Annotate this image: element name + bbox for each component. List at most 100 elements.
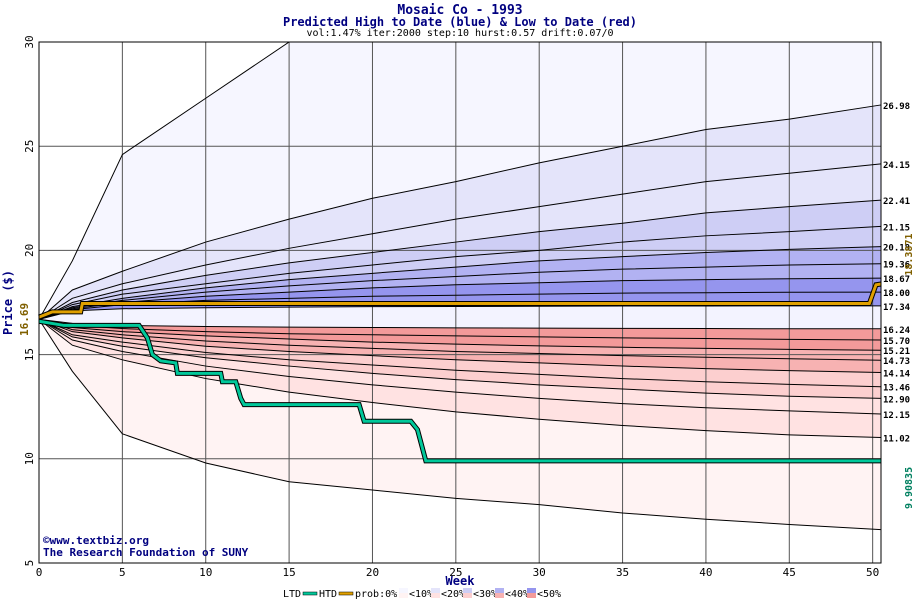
chart-title: Mosaic Co - 1993 xyxy=(397,3,523,18)
y-tick-label: 25 xyxy=(23,140,36,153)
low-quantile-line xyxy=(38,318,882,341)
high-quantile-label: 26.98 xyxy=(883,102,910,112)
high-band-2 xyxy=(39,200,881,320)
high-quantile-label: 18.67 xyxy=(883,275,910,285)
low-quantile-label: 15.70 xyxy=(883,337,910,347)
ltd-end-value: 9.90835 xyxy=(904,467,915,509)
legend-prob-item: <20% xyxy=(441,589,465,600)
htd-end-value: 18.3871 xyxy=(904,233,915,275)
low-quantile-line xyxy=(38,318,882,361)
low-quantile-label: 15.21 xyxy=(883,347,910,357)
y-tick-label: 20 xyxy=(23,244,36,257)
legend-prob-label: prob:0% xyxy=(355,589,397,600)
start-price-label: 16.69 xyxy=(18,303,31,336)
x-tick-label: 25 xyxy=(449,566,462,579)
credit-org: The Research Foundation of SUNY xyxy=(43,546,249,559)
high-quantile-label: 18.00 xyxy=(883,289,910,299)
high-quantile-label: 17.34 xyxy=(883,303,911,313)
low-quantile-label: 11.02 xyxy=(883,435,910,445)
low-quantile-line xyxy=(38,318,882,439)
legend-prob-item: <10% xyxy=(409,589,433,600)
low-quantile-label: 12.90 xyxy=(883,395,910,405)
y-tick-label: 15 xyxy=(23,348,36,361)
high-quantile-label: 20.18 xyxy=(883,244,910,254)
low-quantile-line xyxy=(38,318,882,374)
low-band-4 xyxy=(39,319,881,387)
low-band-outer xyxy=(39,319,881,530)
x-tick-label: 45 xyxy=(783,566,796,579)
chart-params: vol:1.47% iter:2000 step:10 hurst:0.57 d… xyxy=(306,28,614,39)
high-quantile-label: 19.36 xyxy=(883,261,910,271)
x-tick-label: 50 xyxy=(866,566,879,579)
high-band-0 xyxy=(39,104,881,320)
x-tick-label: 30 xyxy=(533,566,546,579)
y-tick-label: 30 xyxy=(23,35,36,48)
x-tick-label: 35 xyxy=(616,566,629,579)
legend-ltd-swatch xyxy=(302,591,318,596)
low-band-5 xyxy=(39,319,881,399)
legend-ltd-label: LTD xyxy=(283,589,301,600)
high-band-1 xyxy=(39,163,881,320)
low-min-line xyxy=(38,319,882,531)
high-band-3 xyxy=(39,226,881,320)
high-quantile-line xyxy=(38,199,882,320)
ltd-line xyxy=(38,319,881,463)
legend-swatch-blue xyxy=(527,588,536,593)
high-band-5 xyxy=(39,263,881,320)
center-band xyxy=(39,305,881,329)
legend-swatch-red xyxy=(495,593,504,598)
legend-prob-item: <30% xyxy=(473,589,497,600)
high-band-6 xyxy=(39,278,881,320)
legend-htd-label: HTD xyxy=(319,589,337,600)
low-band-0 xyxy=(39,319,881,341)
x-tick-label: 40 xyxy=(699,566,712,579)
low-band-6 xyxy=(39,319,881,414)
low-quantile-label: 14.73 xyxy=(883,357,910,367)
high-quantile-label: 24.15 xyxy=(883,161,910,171)
low-quantile-label: 16.24 xyxy=(883,326,911,336)
low-quantile-label: 13.46 xyxy=(883,384,910,394)
x-tick-label: 0 xyxy=(36,566,43,579)
plot-frame xyxy=(38,41,882,564)
high-quantile-label: 21.15 xyxy=(883,223,910,233)
low-band-3 xyxy=(39,319,881,373)
high-quantile-line xyxy=(38,104,882,320)
low-band-1 xyxy=(39,319,881,351)
low-quantile-line xyxy=(38,318,882,399)
legend-prob-item: <40% xyxy=(505,589,529,600)
legend-swatch-red xyxy=(431,593,440,598)
y-axis-label: Price ($) xyxy=(1,270,15,335)
high-band-4 xyxy=(39,246,881,320)
high-quantile-line xyxy=(38,246,882,320)
credit-url: ©www.textbiz.org xyxy=(43,534,149,547)
legend-htd-swatch xyxy=(338,591,354,596)
high-quantile-label: 22.41 xyxy=(883,197,910,207)
low-quantile-line xyxy=(38,318,882,388)
high-quantile-line xyxy=(38,225,882,320)
low-quantile-label: 12.15 xyxy=(883,411,910,421)
x-tick-label: 20 xyxy=(366,566,379,579)
legend-swatch-red xyxy=(463,593,472,598)
low-quantile-line xyxy=(38,318,882,415)
legend-swatch-blue xyxy=(399,588,408,593)
y-tick-label: 5 xyxy=(23,560,36,567)
legend-swatch-blue xyxy=(495,588,504,593)
x-tick-label: 10 xyxy=(199,566,212,579)
legend-prob-item: <50% xyxy=(537,589,561,600)
low-band-2 xyxy=(39,319,881,361)
legend-swatch-blue xyxy=(463,588,472,593)
low-band-7 xyxy=(39,319,881,438)
chart-subtitle: Predicted High to Date (blue) & Low to D… xyxy=(282,15,637,29)
legend-swatch-red xyxy=(399,593,408,598)
legend-swatch-blue xyxy=(431,588,440,593)
low-quantile-label: 14.14 xyxy=(883,370,911,380)
legend-swatch-red xyxy=(527,593,536,598)
x-axis-label: Week xyxy=(446,574,476,588)
htd-line xyxy=(38,282,882,319)
high-quantile-line xyxy=(38,163,882,320)
low-quantile-line xyxy=(38,318,882,351)
y-tick-label: 10 xyxy=(23,452,36,465)
x-tick-label: 5 xyxy=(119,566,126,579)
x-tick-label: 15 xyxy=(282,566,295,579)
